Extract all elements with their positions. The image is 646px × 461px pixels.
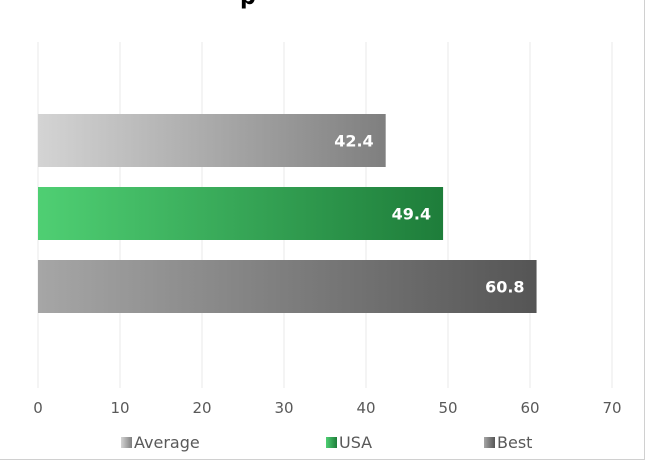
x-tick-label: 70 bbox=[602, 399, 621, 417]
legend-label-average: Average bbox=[134, 433, 200, 452]
bars bbox=[38, 114, 537, 313]
x-tick-label: 30 bbox=[274, 399, 293, 417]
bar-average bbox=[38, 114, 386, 167]
x-axis-tick-labels: 0 10 20 30 40 50 60 70 bbox=[33, 399, 621, 417]
legend-swatch-average bbox=[121, 437, 132, 448]
x-tick-label: 60 bbox=[520, 399, 539, 417]
legend: Average USA Best bbox=[121, 433, 532, 452]
x-tick-label: 10 bbox=[110, 399, 129, 417]
value-labels: 42.4 49.4 60.8 bbox=[334, 132, 524, 297]
legend-swatch-usa bbox=[326, 437, 337, 448]
legend-label-usa: USA bbox=[339, 433, 372, 452]
legend-label-best: Best bbox=[497, 433, 532, 452]
legend-swatch-best bbox=[484, 437, 495, 448]
value-label-best: 60.8 bbox=[485, 278, 524, 297]
value-label-average: 42.4 bbox=[334, 132, 373, 151]
bar-best bbox=[38, 260, 537, 313]
x-tick-label: 50 bbox=[438, 399, 457, 417]
chart-title: p bbox=[240, 0, 256, 10]
value-label-usa: 49.4 bbox=[392, 205, 431, 224]
x-tick-label: 20 bbox=[192, 399, 211, 417]
bar-usa bbox=[38, 187, 444, 240]
x-tick-label: 0 bbox=[33, 399, 43, 417]
x-tick-label: 40 bbox=[356, 399, 375, 417]
